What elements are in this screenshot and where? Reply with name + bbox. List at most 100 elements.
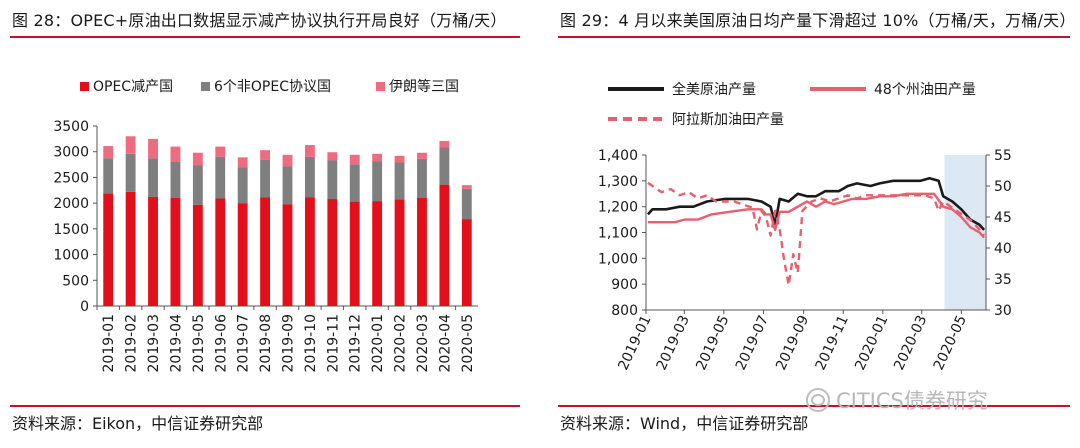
bar-segment <box>103 193 114 306</box>
title-underline <box>558 36 1070 38</box>
bar-segment <box>215 156 226 199</box>
x-tick-label: 2019-06 <box>213 314 229 373</box>
y-right-tick-label: 35 <box>994 272 1012 288</box>
x-tick-label: 2019-05 <box>693 313 732 373</box>
x-tick-label: 2020-05 <box>931 313 970 373</box>
figure-title: 图 28：OPEC+原油出口数据显示减产协议执行开局良好（万桶/天） <box>12 11 507 30</box>
bar-segment <box>439 147 450 185</box>
bar-segment <box>192 204 203 306</box>
y-right-tick-label: 30 <box>994 303 1012 319</box>
bar-segment <box>417 198 427 306</box>
x-tick-label: 2019-11 <box>813 313 852 373</box>
bar-segment <box>103 158 114 194</box>
x-tick-label: 2019-02 <box>124 314 140 373</box>
bar-segment <box>237 167 248 204</box>
y-tick-label: 3000 <box>53 145 89 161</box>
x-tick-label: 2019-12 <box>348 314 364 373</box>
bar-segment <box>125 136 136 154</box>
x-tick-label: 2020-05 <box>460 314 476 373</box>
x-tick-label: 2020-03 <box>415 314 431 373</box>
series-alaska-line <box>647 181 986 287</box>
bar-segment <box>192 152 203 166</box>
stacked-bar-chart: OPEC减产国 6个非OPEC协议国 伊朗等三国 0 500 1000 1500 2000 25… <box>53 78 478 373</box>
x-tick-label: 2019-03 <box>654 313 693 373</box>
x-tick-label: 2019-09 <box>281 314 297 373</box>
y-left-tick-label: 1,100 <box>598 226 638 242</box>
bar-segment <box>304 197 315 306</box>
bar-segment <box>260 197 271 306</box>
bar-segment <box>327 160 338 200</box>
x-tick-label: 2019-01 <box>615 313 654 373</box>
y-right-tick-label: 40 <box>994 241 1012 257</box>
y-right-tick-label: 45 <box>994 210 1012 226</box>
x-tick-label: 2020-01 <box>370 314 386 373</box>
x-tick-label: 2020-02 <box>393 314 409 373</box>
bar-segment <box>439 140 450 148</box>
y-tick-label: 0 <box>80 299 89 315</box>
bar-segment <box>237 157 248 168</box>
bar-segment <box>349 154 360 165</box>
bar-segment <box>148 138 158 159</box>
bar-segment <box>372 161 383 202</box>
x-tick-label: 2020-01 <box>852 313 891 373</box>
bar-segment <box>260 150 271 160</box>
legend-swatch <box>201 82 210 91</box>
bar-segment <box>349 164 360 202</box>
watermark: CITICS债券研究 <box>806 385 988 415</box>
bar-segment <box>125 153 136 192</box>
bar-segment <box>461 188 472 220</box>
bar-segment <box>282 204 293 306</box>
y-left-tick-label: 1,000 <box>598 251 638 267</box>
bar-segment <box>417 152 427 159</box>
y-left-tick-label: 1,300 <box>598 174 638 190</box>
legend-label: 48个州油田产量 <box>874 82 976 98</box>
y-tick-label: 2500 <box>53 170 89 186</box>
bar-segment <box>349 201 360 306</box>
x-tick-label: 2019-07 <box>236 314 252 373</box>
legend-label: 阿拉斯加油田产量 <box>672 112 784 128</box>
x-tick-label: 2019-11 <box>325 314 341 373</box>
x-tick-label: 2019-09 <box>773 313 812 373</box>
bar-segment <box>372 153 383 162</box>
y-left-tick-label: 1,400 <box>598 148 638 164</box>
y-right-tick-label: 50 <box>994 179 1012 195</box>
bar-segment <box>170 162 181 198</box>
x-tick-label: 2019-03 <box>146 314 162 373</box>
figure-28-panel: 图 28：OPEC+原油出口数据显示减产协议执行开局良好（万桶/天） OPEC减… <box>0 0 530 448</box>
bar-segment <box>125 191 136 306</box>
legend-swatch <box>80 82 89 91</box>
x-tick-label: 2020-03 <box>891 313 930 373</box>
dual-axis-line-chart: 800 900 1,000 1,100 1,200 1,300 1,400 30 35 40 45 5… <box>598 81 1012 373</box>
bar-segment <box>237 203 248 306</box>
bar-segment <box>327 152 338 161</box>
source-rule <box>10 405 520 407</box>
x-tick-label: 2019-04 <box>168 314 184 373</box>
bar-segment <box>192 165 203 205</box>
y-left-tick-label: 1,200 <box>598 200 638 216</box>
y-tick-label: 2000 <box>53 196 89 212</box>
legend-label: 全美原油产量 <box>672 81 756 98</box>
y-left-tick-label: 800 <box>611 303 638 319</box>
y-left-tick-label: 900 <box>611 277 638 293</box>
x-tick-label: 2019-08 <box>258 314 274 373</box>
source-note: 资料来源：Wind，中信证券研究部 <box>560 414 809 433</box>
bar-segment <box>327 199 338 306</box>
bar-segment <box>304 156 315 198</box>
legend-swatch <box>376 82 385 91</box>
x-tick-label: 2019-05 <box>191 314 207 373</box>
bar-segment <box>170 146 181 162</box>
figure-29-panel: 图 29：4 月以来美国原油日均产量下滑超过 10%（万桶/天，万桶/天） 80… <box>548 0 1080 448</box>
watermark-text: CITICS债券研究 <box>836 389 988 413</box>
legend-label: 伊朗等三国 <box>389 78 459 95</box>
x-tick-label: 2019-10 <box>303 314 319 373</box>
bar-segment <box>394 199 405 306</box>
y-tick-label: 3500 <box>53 119 89 135</box>
bar-segment <box>148 196 158 306</box>
bar-segment <box>304 145 315 157</box>
bar-segment <box>170 198 181 306</box>
figure-title: 图 29：4 月以来美国原油日均产量下滑超过 10%（万桶/天，万桶/天） <box>560 11 1076 30</box>
bar-segment <box>372 201 383 306</box>
legend-label: OPEC减产国 <box>93 79 173 95</box>
source-note: 资料来源：Eikon，中信证券研究部 <box>12 414 264 433</box>
title-underline <box>10 36 520 38</box>
